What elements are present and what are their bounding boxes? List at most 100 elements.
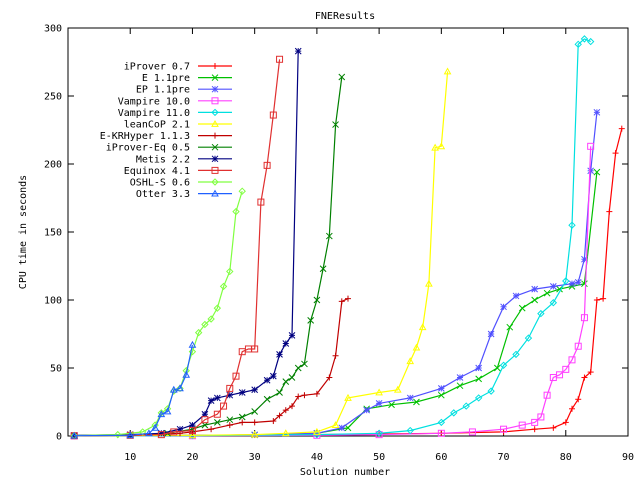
data-point (537, 309, 545, 318)
data-point (512, 292, 520, 300)
series-line (74, 59, 281, 437)
data-point (313, 390, 320, 397)
data-point (531, 418, 539, 426)
data-point (344, 393, 352, 401)
y-tick-label: 50 (50, 364, 62, 375)
data-point (580, 35, 589, 43)
data-point (212, 63, 218, 69)
data-point (406, 426, 414, 435)
data-point (413, 398, 420, 406)
data-point (575, 396, 582, 403)
data-point (211, 97, 219, 105)
data-point (295, 393, 302, 400)
data-point (232, 207, 240, 216)
data-point (487, 330, 495, 338)
data-point (211, 85, 219, 93)
data-point (232, 372, 240, 380)
legend-label: EP 1.1pre (136, 85, 190, 96)
x-tick-label: 70 (498, 452, 510, 463)
data-point (208, 426, 215, 433)
data-point (437, 142, 446, 150)
data-point (500, 425, 508, 433)
data-point (145, 429, 153, 437)
data-point (586, 37, 595, 46)
data-point (574, 342, 582, 350)
x-tick-label: 60 (435, 452, 447, 463)
data-point (289, 403, 295, 410)
data-point (550, 424, 557, 431)
data-point (431, 143, 439, 151)
legend-label: Vampire 10.0 (118, 96, 190, 107)
data-point (213, 410, 221, 418)
data-point (375, 429, 383, 437)
data-point (543, 289, 551, 297)
data-point (282, 340, 290, 347)
data-point (211, 178, 219, 186)
legend-label: iProver-Eq 0.5 (106, 143, 190, 154)
legend-label: iProver 0.7 (124, 62, 190, 73)
data-point (211, 119, 219, 127)
data-point (568, 280, 576, 288)
data-point (313, 427, 321, 435)
data-point (406, 357, 415, 365)
data-point (375, 431, 383, 439)
data-point (263, 395, 271, 403)
data-point (568, 221, 576, 229)
data-point (263, 161, 271, 169)
data-point (226, 416, 234, 424)
x-tick-label: 90 (622, 452, 634, 463)
data-point (201, 320, 209, 329)
y-tick-label: 200 (44, 160, 62, 171)
y-tick-label: 150 (44, 228, 62, 239)
data-point (114, 430, 122, 439)
data-point (456, 374, 464, 381)
data-point (313, 296, 321, 304)
data-point (170, 428, 178, 436)
data-point (313, 430, 321, 439)
data-point (569, 405, 575, 412)
x-axis-label: Solution number (300, 467, 390, 478)
data-point (518, 421, 526, 429)
data-point (493, 364, 501, 372)
legend-entry: leanCoP 2.1 (124, 120, 232, 131)
legend-label: OSHL-S 0.6 (130, 178, 190, 189)
data-point (600, 295, 607, 302)
data-point (270, 418, 277, 425)
data-point (338, 298, 345, 305)
x-tick-label: 20 (186, 452, 198, 463)
data-point (219, 282, 228, 291)
data-point (537, 413, 545, 421)
data-point (207, 397, 215, 404)
data-point (331, 421, 340, 429)
data-point (212, 132, 218, 139)
data-point (151, 423, 159, 431)
x-tick-label: 40 (311, 452, 323, 463)
data-point (512, 350, 520, 359)
data-point (269, 111, 277, 119)
data-point (251, 386, 259, 394)
series-e-1-1pre (70, 168, 601, 440)
data-point (406, 394, 414, 402)
y-tick-label: 100 (44, 296, 62, 307)
data-point (301, 360, 308, 368)
data-point (211, 155, 219, 163)
data-point (562, 277, 570, 285)
data-point (182, 370, 191, 378)
data-point (562, 419, 569, 426)
data-point (437, 418, 446, 427)
data-point (239, 419, 246, 426)
data-point (294, 364, 302, 372)
x-tick-label: 50 (373, 452, 385, 463)
legend-entry: E-KRHyper 1.1.3 (100, 131, 232, 142)
x-tick-label: 80 (560, 452, 572, 463)
data-point (549, 299, 558, 307)
data-point (332, 352, 339, 359)
data-point (606, 208, 613, 215)
data-point (288, 332, 296, 339)
data-point (581, 374, 588, 381)
data-point (213, 394, 221, 402)
data-point (531, 285, 539, 293)
data-point (468, 428, 476, 436)
data-point (549, 283, 557, 290)
